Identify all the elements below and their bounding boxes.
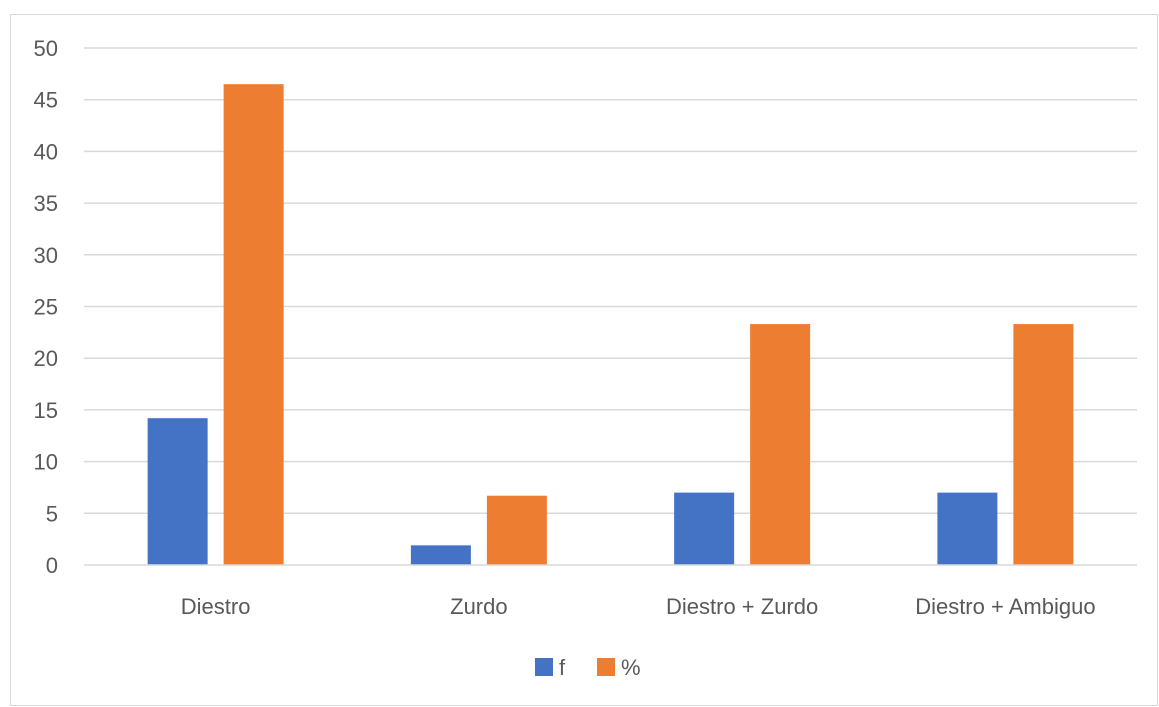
y-axis-tick-labels: 0 5 10 15 20 25 30 35 40 45 50: [34, 36, 58, 578]
bar-f-2: [674, 492, 735, 565]
y-tick-label: 40: [34, 139, 58, 164]
y-tick-label: 0: [46, 553, 58, 578]
y-tick-label: 5: [46, 501, 58, 526]
y-tick-label: 45: [34, 88, 58, 113]
y-tick-label: 10: [34, 450, 58, 475]
bar-percent-3: [1013, 324, 1074, 565]
bars: [147, 84, 1074, 565]
y-tick-label: 15: [34, 398, 58, 423]
bar-f-1: [410, 545, 471, 565]
legend-swatch-percent: [597, 658, 615, 676]
chart-area: [10, 14, 1158, 706]
y-tick-label: 20: [34, 346, 58, 371]
y-tick-label: 25: [34, 295, 58, 320]
bar-percent-2: [750, 324, 811, 565]
x-category-label: Diestro + Zurdo: [666, 594, 818, 619]
legend-label-f: f: [559, 655, 566, 680]
x-category-label: Diestro: [181, 594, 251, 619]
y-tick-label: 30: [34, 243, 58, 268]
legend-swatch-f: [535, 658, 553, 676]
bar-percent-0: [223, 84, 284, 565]
x-axis-category-labels: Diestro Zurdo Diestro + Zurdo Diestro + Amb…: [181, 594, 1096, 619]
x-category-label: Diestro + Ambiguo: [915, 594, 1095, 619]
y-tick-label: 35: [34, 191, 58, 216]
legend-label-percent: %: [621, 655, 641, 680]
bar-f-0: [147, 418, 208, 565]
bar-f-3: [937, 492, 998, 565]
y-tick-label: 50: [34, 36, 58, 61]
legend: f%: [535, 655, 641, 680]
bar-percent-1: [486, 495, 547, 565]
x-category-label: Zurdo: [450, 594, 507, 619]
